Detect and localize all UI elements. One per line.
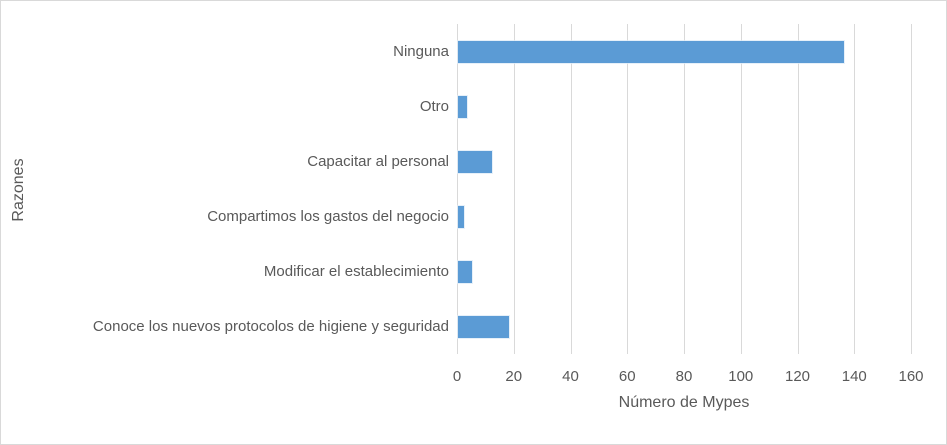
bar-1 — [458, 40, 844, 63]
x-gridline — [911, 24, 912, 354]
x-gridline — [513, 24, 515, 354]
x-tick-label: 80 — [675, 368, 693, 385]
x-tick-label: 0 — [452, 368, 462, 385]
x-gridline — [570, 24, 572, 354]
x-tick-label: 20 — [505, 368, 523, 385]
x-tick-label: 140 — [841, 368, 867, 385]
bar-6 — [458, 315, 510, 338]
category-label: Capacitar al personal — [307, 152, 449, 170]
category-label: Compartimos los gastos del negocio — [207, 207, 449, 225]
x-tick-label: 160 — [898, 368, 924, 385]
category-label: Conoce los nuevos protocolos de higiene … — [92, 317, 449, 335]
x-gridline — [740, 24, 742, 354]
x-tick-label: 100 — [728, 368, 754, 385]
bar-3 — [458, 150, 493, 173]
y-axis-title: Razones — [10, 158, 27, 222]
x-tick-label: 120 — [784, 368, 811, 385]
category-label: Modificar el establecimiento — [263, 262, 449, 280]
x-gridline — [854, 24, 856, 354]
x-tick-label: 40 — [562, 368, 579, 385]
x-gridline — [457, 24, 458, 354]
x-axis-title: Número de Mypes — [618, 394, 750, 411]
category-label: Ninguna — [393, 42, 449, 60]
bar-2 — [458, 95, 467, 118]
bar-4 — [458, 205, 464, 228]
bar-5 — [458, 260, 473, 283]
x-gridline — [684, 24, 685, 354]
x-tick-label: 60 — [618, 368, 636, 385]
x-gridline — [797, 24, 799, 354]
category-label: Otro — [419, 97, 449, 115]
x-gridline — [627, 24, 629, 354]
